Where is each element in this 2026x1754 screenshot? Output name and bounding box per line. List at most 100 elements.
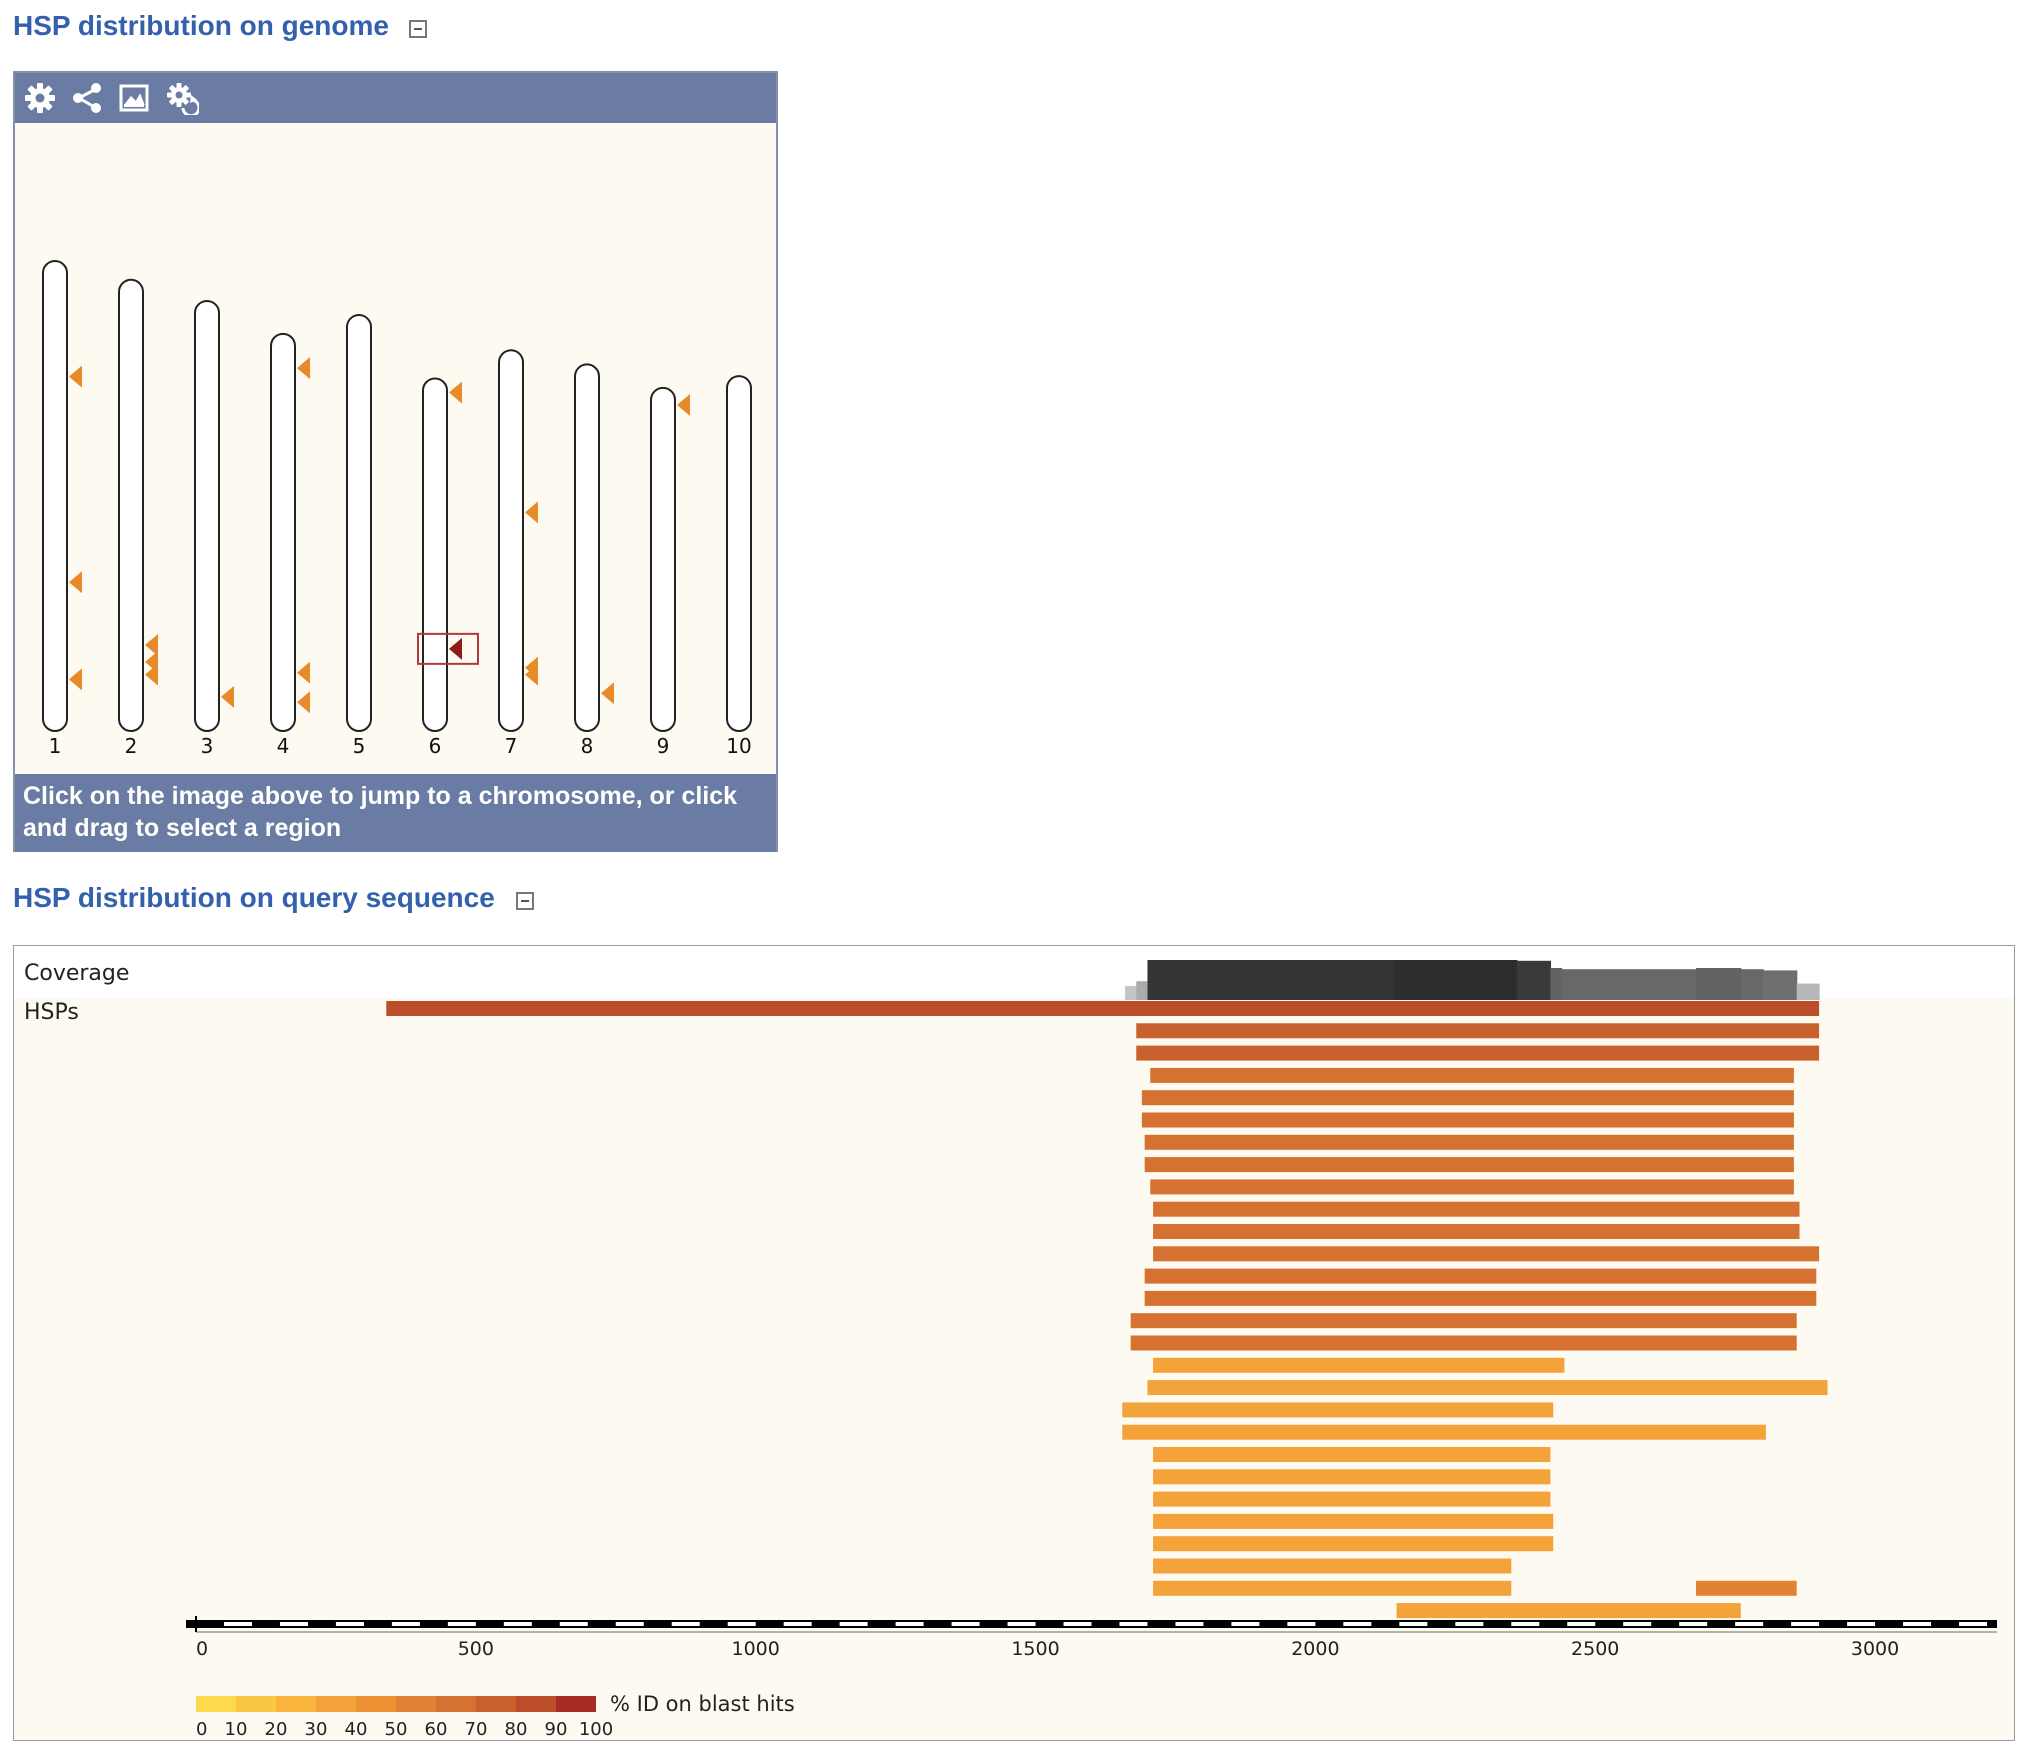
hit-marker[interactable] [297, 357, 310, 380]
chromosome-7[interactable] [498, 349, 524, 733]
coverage-bin [1315, 960, 1328, 1000]
coverage-bin [1326, 960, 1339, 1000]
hsp-bar[interactable] [1122, 1424, 1766, 1440]
chromosome-4[interactable] [270, 332, 296, 732]
legend-swatch [396, 1696, 436, 1712]
hsp-bar[interactable] [1150, 1179, 1794, 1195]
coverage-bin [1281, 960, 1294, 1000]
legend-tick: 100 [579, 1719, 613, 1740]
coverage-bin [1617, 969, 1630, 1000]
chromosome-9[interactable] [650, 386, 676, 732]
axis-segment [783, 1622, 812, 1626]
hsp-bar[interactable] [1147, 1380, 1828, 1396]
hsp-bar[interactable] [1153, 1224, 1800, 1239]
axis-segment [1623, 1622, 1652, 1626]
chromosome-10[interactable] [726, 375, 752, 732]
hsp-bar[interactable] [1153, 1447, 1551, 1462]
coverage-bin [1203, 960, 1216, 1000]
hit-marker[interactable] [677, 394, 690, 417]
legend-swatch [516, 1696, 556, 1712]
hit-marker[interactable] [525, 663, 538, 686]
hsp-bar[interactable] [1130, 1313, 1797, 1329]
coverage-bin [1416, 960, 1428, 1000]
coverage-bin [1393, 960, 1406, 1000]
hsp-bar[interactable] [1136, 1023, 1820, 1039]
hit-marker[interactable] [601, 682, 614, 705]
hsp-bar[interactable] [1695, 1580, 1797, 1596]
coverage-bin [1639, 969, 1652, 1000]
hsp-bar[interactable] [1153, 1513, 1554, 1529]
hit-marker[interactable] [69, 365, 82, 388]
legend-tick: 60 [425, 1719, 448, 1740]
share-icon[interactable] [70, 81, 104, 115]
query-section-title[interactable]: HSP distribution on query sequence [13, 882, 495, 913]
chromosome-3[interactable] [194, 299, 220, 732]
hsp-bar[interactable] [1141, 1090, 1794, 1106]
coverage-bin [1718, 968, 1731, 1000]
coverage-bin [1606, 969, 1619, 1000]
selected-hit-box[interactable] [417, 632, 479, 665]
hsp-bar[interactable] [1153, 1201, 1800, 1217]
chromosome-label: 4 [277, 734, 290, 758]
coverage-bin [1494, 960, 1507, 1000]
chromosome-label: 5 [353, 734, 366, 758]
hit-marker[interactable] [145, 634, 158, 657]
hsp-bar[interactable] [386, 1001, 1820, 1016]
coverage-bin [1628, 969, 1641, 1000]
hsp-bar[interactable] [1144, 1290, 1817, 1306]
axis-segment [615, 1622, 644, 1626]
hsp-bar[interactable] [1153, 1491, 1551, 1507]
query-collapse-icon[interactable] [516, 892, 534, 910]
chromosome-label: 6 [429, 734, 442, 758]
hsp-bar[interactable] [1153, 1536, 1554, 1552]
hsp-bar[interactable] [1122, 1402, 1554, 1418]
hsp-bar[interactable] [1153, 1357, 1565, 1373]
hit-marker[interactable] [145, 663, 158, 686]
image-export-icon[interactable] [117, 81, 151, 115]
chromosome-1[interactable] [42, 260, 68, 732]
hsp-bar[interactable] [1144, 1134, 1794, 1150]
karyotype-image[interactable]: 1 2 3 4 5 6 7 8 9 10 [15, 123, 776, 774]
hit-marker[interactable] [525, 501, 538, 524]
hsp-bar[interactable] [1153, 1558, 1512, 1574]
hit-marker[interactable] [297, 691, 310, 714]
hit-marker[interactable] [221, 685, 234, 708]
coverage-bin [1796, 983, 1809, 1000]
chromosome-5[interactable] [346, 314, 372, 733]
genome-section-title[interactable]: HSP distribution on genome [13, 10, 389, 41]
settings-reset-icon[interactable] [165, 81, 199, 115]
axis-segment [559, 1622, 588, 1626]
hit-marker[interactable] [297, 661, 310, 684]
legend-tick: 10 [225, 1719, 248, 1740]
hsp-bar[interactable] [1144, 1268, 1817, 1284]
hsp-bar[interactable] [1153, 1469, 1551, 1485]
coverage-bin [1348, 960, 1361, 1000]
coverage-bin [1528, 960, 1540, 1000]
query-panel: Coverage HSPs 0 500 1000 1500 2000 2500 3000% ID… [13, 945, 2015, 1741]
coverage-bin [1270, 960, 1283, 1000]
coverage-bin [1158, 960, 1171, 1000]
hsp-bar[interactable] [1130, 1335, 1797, 1351]
coverage-bin [1729, 968, 1742, 1000]
hit-marker[interactable] [69, 668, 82, 691]
coverage-bin [1449, 960, 1462, 1000]
chromosome-6[interactable] [422, 377, 448, 732]
hsp-bar[interactable] [1144, 1157, 1794, 1173]
hsp-bar[interactable] [1153, 1580, 1512, 1596]
axis-tick-label: 500 [458, 1638, 494, 1660]
genome-collapse-icon[interactable] [409, 20, 427, 38]
hit-marker[interactable] [449, 381, 462, 404]
hit-marker[interactable] [69, 571, 82, 594]
hsp-bar[interactable] [1136, 1045, 1820, 1061]
chromosome-8[interactable] [574, 363, 600, 732]
chromosome-2[interactable] [118, 278, 144, 733]
hsp-bar[interactable] [1153, 1246, 1820, 1262]
hsp-bar[interactable] [1150, 1067, 1794, 1083]
hsp-bar[interactable] [1396, 1603, 1741, 1619]
coverage-bin [1785, 970, 1798, 1000]
gear-icon[interactable] [23, 81, 57, 115]
hsp-bar[interactable] [1141, 1112, 1794, 1128]
coverage-bin [1707, 968, 1719, 1000]
hit-marker[interactable] [449, 637, 462, 660]
